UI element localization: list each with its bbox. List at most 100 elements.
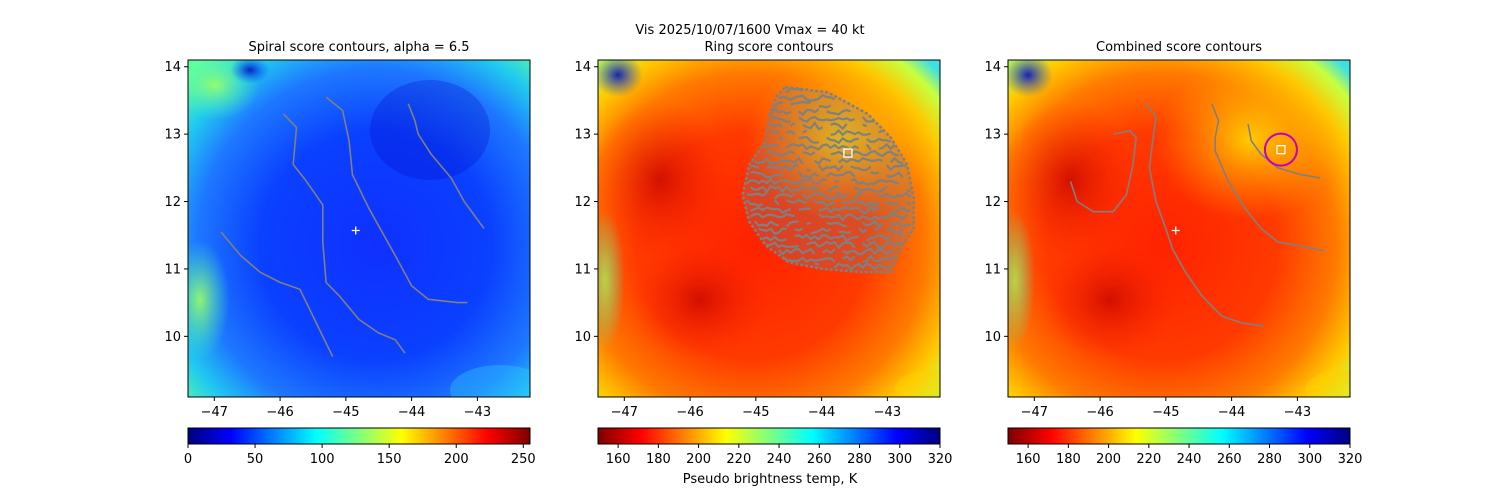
y-tick-label: 12 [164, 195, 181, 210]
contour-line [770, 121, 868, 131]
contour-line [766, 240, 903, 250]
colorbar-tick-label: 0 [184, 452, 192, 467]
center-square-marker [843, 148, 853, 158]
contour-line [1145, 103, 1265, 327]
panel-3-contours [1069, 103, 1324, 327]
ring-circle [1263, 132, 1298, 167]
colorbar-tick-label: 240 [1177, 452, 1202, 467]
colorbar-tick-label: 300 [1297, 452, 1322, 467]
colorbar-tick-label: 320 [1338, 452, 1363, 467]
colorbar-tick-label: 50 [247, 452, 264, 467]
x-tick-label: −47 [611, 405, 638, 420]
colorbar-tick-label: 200 [444, 452, 469, 467]
x-tick-label: −47 [1021, 405, 1048, 420]
contour-line [814, 261, 891, 271]
contour-line [407, 103, 485, 229]
contour-line [762, 233, 903, 243]
contour-line [750, 184, 911, 194]
colorbar-tick-label: 220 [726, 452, 751, 467]
contour-line [770, 115, 875, 123]
colorbar-tick-label: 200 [686, 452, 711, 467]
y-tick-label: 10 [984, 330, 1001, 345]
colorbar-2-ticks: 160 180 200 220 240 260 280 300 320 [606, 444, 952, 467]
y-tick-label: 14 [164, 60, 181, 75]
panel-3-markers [1171, 132, 1298, 235]
contour-line [746, 191, 912, 201]
contour-line [325, 96, 468, 304]
x-tick-label: −44 [808, 405, 835, 420]
y-tick-label: 11 [574, 262, 591, 277]
contour-line [753, 219, 911, 229]
x-tick-label: −44 [398, 405, 425, 420]
center-plus-marker [351, 226, 360, 235]
colorbar-tick-label: 100 [310, 452, 335, 467]
colorbar-tick-label: 260 [807, 452, 832, 467]
panel-3: −47 −46 −45 −44 −43 10 11 12 13 14 160 180 200 220 24… [984, 59, 1363, 467]
panel-2-markers [843, 148, 853, 158]
contour-line [750, 170, 904, 179]
contour-line [1069, 130, 1137, 213]
colorbar-tick-label: 160 [606, 452, 631, 467]
colorbar-tick-label: 240 [767, 452, 792, 467]
colorbar-1-ticks: 0 50 100 150 200 250 [184, 444, 536, 467]
y-tick-label: 10 [574, 330, 591, 345]
contour-region [741, 85, 915, 274]
contour-line [781, 254, 896, 264]
panel-2-title: Ring score contours [704, 40, 834, 55]
y-tick-label: 14 [984, 60, 1001, 75]
contour-line [778, 93, 836, 102]
x-tick-label: −45 [1152, 405, 1179, 420]
x-tick-label: −46 [676, 405, 703, 420]
y-tick-label: 11 [164, 262, 181, 277]
y-tick-label: 11 [984, 262, 1001, 277]
colorbar-tick-label: 300 [887, 452, 912, 467]
panel-2: −47 −46 −45 −44 −43 10 11 12 13 14 160 180 200 220 24… [574, 59, 952, 467]
colorbar-3 [1007, 427, 1351, 445]
x-tick-label: −43 [464, 405, 491, 420]
colorbar-tick-label: 260 [1217, 452, 1242, 467]
center-plus-marker [1171, 226, 1180, 235]
y-tick-label: 13 [984, 128, 1001, 143]
contour-line [1211, 103, 1324, 252]
x-tick-label: −46 [266, 405, 293, 420]
colorbar-tick-label: 180 [646, 452, 671, 467]
colorbar-1 [187, 427, 531, 445]
colorbar-tick-label: 200 [1096, 452, 1121, 467]
colorbar-label: Pseudo brightness temp, K [682, 472, 858, 487]
colorbar-tick-label: 220 [1136, 452, 1161, 467]
panel-1: −47 −46 −45 −44 −43 10 11 12 13 14 0 50 100 150 200 25… [164, 59, 536, 467]
x-tick-label: −47 [201, 405, 228, 420]
contour-line [766, 149, 899, 158]
contour-line [745, 198, 912, 208]
y-tick-label: 12 [984, 195, 1001, 210]
colorbar-2 [597, 427, 941, 445]
panel-1-markers [351, 226, 360, 235]
panel-1-axes-frame [187, 59, 531, 398]
panel-3-axes-frame [1007, 59, 1351, 398]
colorbar-tick-label: 150 [377, 452, 402, 467]
y-tick-label: 12 [574, 195, 591, 210]
center-square-marker [1276, 144, 1286, 155]
contour-line [770, 128, 884, 137]
contour-line [754, 156, 904, 166]
contour-line [750, 163, 907, 172]
contour-line [778, 135, 892, 145]
colorbar-tick-label: 280 [1257, 452, 1282, 467]
x-tick-label: −45 [332, 405, 359, 420]
colorbar-tick-label: 250 [511, 452, 536, 467]
panel-2-contours [741, 85, 915, 274]
contour-line [220, 231, 334, 357]
panel-1-title: Spiral score contours, alpha = 6.5 [248, 40, 470, 55]
colorbar-tick-label: 160 [1016, 452, 1041, 467]
panel-3-title: Combined score contours [1096, 40, 1262, 55]
y-tick-label: 14 [574, 60, 591, 75]
y-tick-label: 13 [574, 128, 591, 143]
y-tick-label: 10 [164, 330, 181, 345]
contour-line [762, 142, 896, 151]
panel-2-axes: −47 −46 −45 −44 −43 10 11 12 13 14 [574, 60, 901, 420]
panel-1-contours [220, 96, 485, 357]
x-tick-label: −45 [742, 405, 769, 420]
panel-3-axes: −47 −46 −45 −44 −43 10 11 12 13 14 [984, 60, 1311, 420]
x-tick-label: −46 [1086, 405, 1113, 420]
